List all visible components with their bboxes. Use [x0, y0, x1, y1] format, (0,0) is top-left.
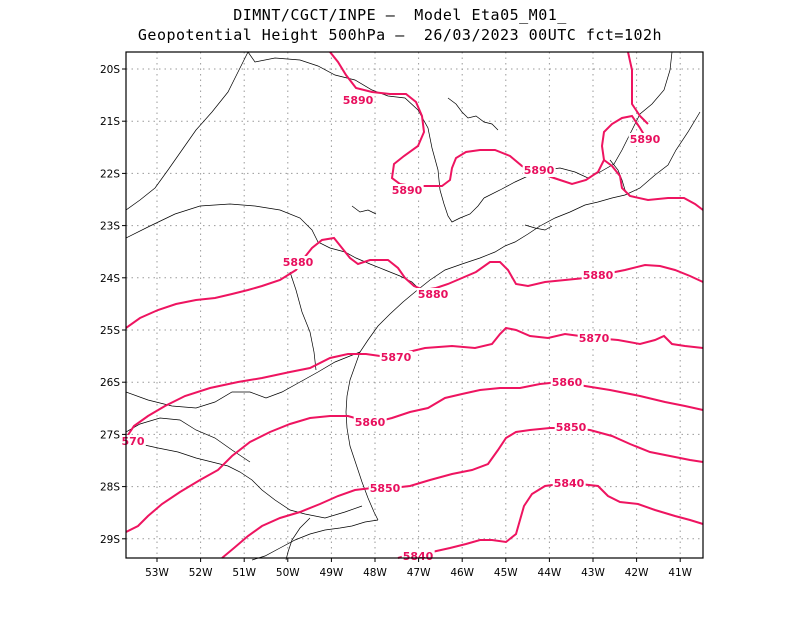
border-pr-sc — [125, 351, 361, 409]
coastline-south — [251, 519, 379, 561]
contour-label: 5850 — [556, 421, 587, 434]
river-feature — [351, 205, 377, 215]
contour-label: 5880 — [418, 288, 449, 301]
river-feature — [447, 97, 499, 131]
lon-label: 50W — [276, 567, 300, 579]
contour-5880 — [125, 236, 704, 329]
contour-label-halo — [353, 416, 387, 429]
geopotential-contours — [125, 51, 704, 559]
lat-label: 22S — [100, 168, 120, 180]
contour-label: 5890 — [524, 164, 555, 177]
border-mg-sp — [247, 51, 485, 223]
contour-5870 — [125, 326, 704, 439]
lon-label: 43W — [581, 567, 605, 579]
contour-label-halo — [552, 477, 586, 490]
contour-label-halo — [401, 550, 435, 563]
lat-label: 24S — [100, 273, 120, 285]
contour-label: 5870 — [579, 332, 610, 345]
contour-label: 5840 — [403, 550, 434, 563]
contour-5860 — [125, 380, 704, 533]
contour-label-halo — [390, 184, 424, 197]
axes: 20S 21S 22S 23S 24S 25S 26S 27S 28S 29S 53W 52W 51W 5… — [100, 64, 693, 579]
lon-label: 48W — [363, 567, 387, 579]
lagoon-outline — [285, 517, 311, 561]
lon-label: 45W — [494, 567, 518, 579]
contour-5890-east — [603, 159, 704, 211]
lat-label: 28S — [100, 482, 120, 494]
lon-label: 52W — [189, 567, 213, 579]
contour-5850 — [221, 427, 704, 559]
contour-label-halo — [416, 288, 450, 301]
map-title-line2: Geopotential Height 500hPa – 26/03/2023 … — [137, 26, 663, 44]
border-ms-sp — [125, 51, 249, 211]
lon-label: 44W — [538, 567, 562, 579]
contour-label-halo — [577, 332, 611, 345]
contour-label-halo — [341, 94, 375, 107]
contour-label-halo — [120, 435, 146, 448]
border-sp-mg-east — [483, 51, 673, 199]
contour-label: 5880 — [283, 256, 314, 269]
contour-label-halo — [550, 376, 584, 389]
border-argentina — [125, 417, 251, 463]
coastline-boundaries — [125, 51, 701, 561]
lat-label: 21S — [100, 116, 120, 128]
lat-label: 23S — [100, 221, 120, 233]
border-sc-rs — [125, 437, 363, 519]
lon-label: 53W — [145, 567, 169, 579]
contour-5840 — [397, 483, 704, 559]
lat-label: 26S — [100, 377, 120, 389]
contour-label: 5890 — [343, 94, 374, 107]
lat-label: 29S — [100, 534, 120, 546]
contour-label: 5890 — [630, 133, 661, 146]
lon-label: 41W — [668, 567, 692, 579]
contour-label: 5840 — [554, 477, 585, 490]
contour-label: 5860 — [552, 376, 583, 389]
contour-label: 5890 — [392, 184, 423, 197]
lon-label: 47W — [407, 567, 431, 579]
contour-label: 570 — [122, 435, 145, 448]
lat-label: 27S — [100, 429, 120, 441]
contour-label: 5870 — [381, 351, 412, 364]
contour-label: 5880 — [583, 269, 614, 282]
contour-labels: 5890 5890 5890 5890 5880 5880 5880 5870 … — [120, 94, 662, 563]
lat-label: 20S — [100, 64, 120, 76]
island — [524, 224, 553, 231]
contour-5890-west — [329, 51, 647, 187]
map-frame — [125, 51, 704, 559]
lon-label: 51W — [232, 567, 256, 579]
lat-label: 25S — [100, 325, 120, 337]
contour-label-halo — [522, 164, 556, 177]
contour-label-halo — [554, 421, 588, 434]
map-title-line1: DIMNT/CGCT/INPE – Model Eta05_M01_ — [233, 6, 567, 24]
coastline — [345, 111, 701, 521]
contour-label-halo — [581, 269, 615, 282]
contour-label: 5850 — [370, 482, 401, 495]
contour-5890-north — [627, 51, 649, 125]
lat-lon-grid — [126, 52, 703, 558]
lon-label: 42W — [625, 567, 649, 579]
contour-label: 5860 — [355, 416, 386, 429]
lon-label: 46W — [450, 567, 474, 579]
contour-label-halo — [628, 133, 662, 146]
contour-label-halo — [281, 256, 315, 269]
lon-label: 49W — [320, 567, 344, 579]
contour-label-halo — [379, 351, 413, 364]
border-sp-pr — [125, 203, 431, 293]
contour-label-halo — [368, 482, 402, 495]
border-pr-west — [289, 271, 317, 371]
